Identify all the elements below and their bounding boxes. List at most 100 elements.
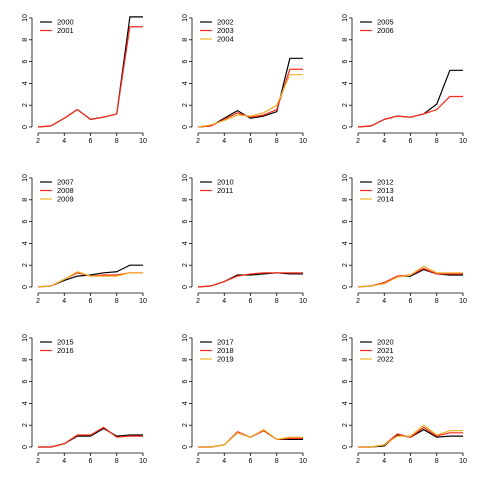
y-tick-label: 6 [182,380,189,384]
legend-label: 2004 [217,35,234,44]
x-tick-label: 4 [382,298,386,305]
y-tick-label: 0 [182,445,189,449]
y-tick-label: 4 [22,401,29,405]
x-tick-label: 8 [115,298,119,305]
y-tick-label: 8 [342,198,349,202]
y-tick-label: 8 [182,198,189,202]
y-tick-label: 4 [182,81,189,85]
y-tick-label: 10 [22,14,29,22]
x-tick-label: 4 [222,138,226,145]
series-line-2004 [197,74,303,128]
legend-label: 2021 [377,346,394,355]
y-tick-label: 0 [342,125,349,129]
x-tick-label: 8 [275,298,279,305]
legend-label: 2008 [57,186,74,195]
legend-label: 2000 [57,18,74,27]
x-tick-label: 8 [435,458,439,465]
y-tick-label: 6 [182,60,189,64]
x-tick-label: 6 [249,298,253,305]
y-tick-label: 2 [342,103,349,107]
legend-label: 2020 [377,338,394,347]
legend-label: 2003 [217,26,234,35]
legend-label: 2006 [377,26,394,35]
series-line-2000 [37,16,143,128]
y-tick-label: 4 [342,241,349,245]
series-line-2016 [38,426,143,448]
x-tick-label: 2 [196,458,200,465]
x-tick-label: 8 [275,458,279,465]
y-tick-label: 4 [182,401,189,405]
y-tick-label: 10 [342,174,349,182]
legend-label: 2018 [217,346,234,355]
y-tick-label: 4 [22,241,29,245]
x-tick-label: 10 [139,298,147,305]
legend-label: 2014 [377,195,394,204]
y-tick-label: 8 [342,358,349,362]
legend-label: 2005 [377,18,394,27]
x-tick-label: 10 [139,458,147,465]
legend-label: 2017 [217,338,234,347]
series-line-2018 [198,430,303,448]
series-line-2009 [37,271,143,288]
x-tick-label: 6 [409,138,413,145]
x-tick-label: 6 [89,298,93,305]
x-tick-label: 10 [459,458,467,465]
x-tick-label: 10 [299,458,307,465]
y-tick-label: 8 [342,38,349,42]
x-tick-label: 8 [435,298,439,305]
x-tick-label: 6 [249,138,253,145]
x-tick-label: 8 [275,138,279,145]
series-line-2013 [357,267,463,288]
x-tick-label: 10 [459,298,467,305]
y-tick-label: 2 [182,263,189,267]
y-tick-label: 2 [182,103,189,107]
x-tick-label: 2 [356,298,360,305]
y-tick-label: 2 [342,263,349,267]
x-tick-label: 8 [115,458,119,465]
y-tick-label: 10 [182,174,189,182]
y-tick-label: 4 [22,81,29,85]
y-tick-label: 6 [22,60,29,64]
legend-label: 2019 [217,355,234,364]
y-tick-label: 10 [342,14,349,22]
y-tick-label: 0 [182,125,189,129]
x-tick-label: 2 [36,138,40,145]
x-tick-label: 4 [62,458,66,465]
x-tick-label: 4 [62,298,66,305]
y-tick-label: 6 [342,60,349,64]
legend-label: 2016 [57,346,74,355]
y-tick-label: 10 [182,14,189,22]
x-tick-label: 2 [356,458,360,465]
series-line-2001 [37,26,143,128]
y-tick-label: 6 [22,220,29,224]
y-tick-label: 4 [342,81,349,85]
series-line-2022 [358,424,463,448]
x-tick-label: 4 [222,298,226,305]
x-tick-label: 10 [459,138,467,145]
x-tick-label: 8 [115,138,119,145]
y-tick-label: 0 [22,445,29,449]
series-line-2019 [198,428,303,448]
y-tick-label: 8 [22,198,29,202]
x-tick-label: 10 [299,138,307,145]
legend-label: 2007 [57,178,74,187]
y-tick-label: 8 [22,38,29,42]
x-tick-label: 4 [62,138,66,145]
x-tick-label: 2 [36,298,40,305]
y-tick-label: 2 [22,423,29,427]
y-tick-label: 0 [342,285,349,289]
series-line-2014 [357,265,463,288]
series-line-2020 [358,428,463,448]
x-tick-label: 2 [196,298,200,305]
x-tick-label: 10 [139,138,147,145]
legend-label: 2022 [377,355,394,364]
x-tick-label: 6 [249,458,253,465]
x-tick-label: 4 [222,458,226,465]
x-tick-label: 2 [356,138,360,145]
